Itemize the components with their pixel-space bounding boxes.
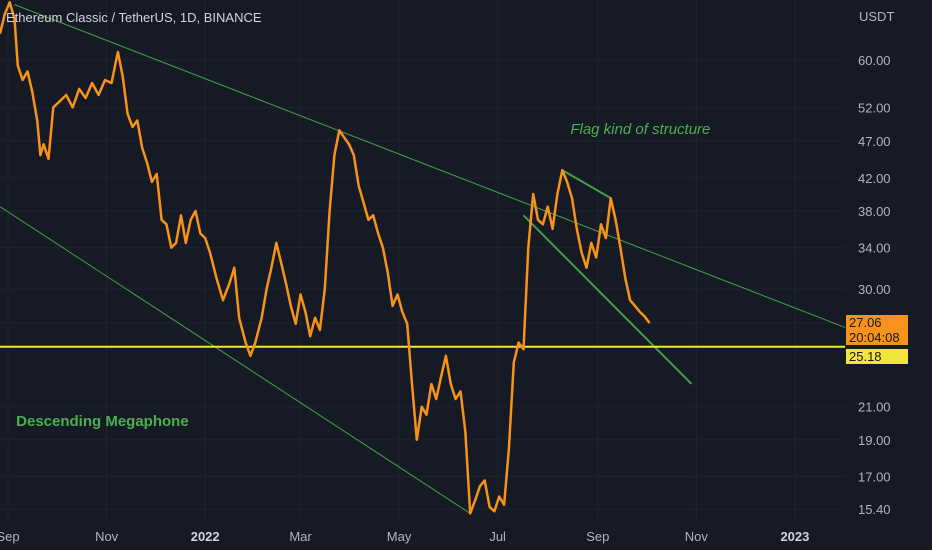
- y-tick-label: 17.00: [858, 469, 891, 484]
- y-tick-label: 38.00: [858, 204, 891, 219]
- x-tick-label: Nov: [685, 529, 709, 544]
- y-tick-label: 42.00: [858, 171, 891, 186]
- annotations: Flag kind of structure Descending Megapho…: [16, 121, 710, 430]
- price-series: [0, 1, 651, 515]
- flag-lower-line: [522, 214, 693, 385]
- flag-upper-line: [561, 169, 612, 200]
- y-tick-label: 60.00: [858, 53, 891, 68]
- annotation-text: Flag kind of structure: [570, 121, 710, 138]
- support-price-tag: 25.18: [846, 348, 908, 364]
- y-tick-label: 47.00: [858, 134, 891, 149]
- y-axis-unit: USDT: [859, 9, 894, 24]
- chart-title: Ethereum Classic / TetherUS, 1D, BINANCE: [6, 10, 262, 25]
- annotation-text: Descending Megaphone: [16, 413, 189, 430]
- trendlines: [0, 4, 846, 514]
- last-price-value: 27.06: [849, 315, 882, 331]
- y-tick-label: 15.40: [858, 502, 891, 517]
- x-tick-label: 2022: [191, 529, 220, 544]
- megaphone-upper-line: [14, 4, 846, 328]
- last-price-tag: 27.06 20:04:08: [846, 315, 908, 346]
- y-tick-label: 34.00: [858, 241, 891, 256]
- y-tick-label: 19.00: [858, 433, 891, 448]
- x-tick-label: Nov: [95, 529, 119, 544]
- x-tick-label: 2023: [780, 529, 809, 544]
- axes: Ethereum Classic / TetherUS, 1D, BINANCE…: [0, 9, 894, 544]
- x-tick-label: Mar: [289, 529, 312, 544]
- y-tick-label: 30.00: [858, 282, 891, 297]
- megaphone-lower-line: [0, 206, 471, 514]
- y-tick-label: 21.00: [858, 400, 891, 415]
- price-line: [0, 1, 651, 515]
- x-tick-label: Sep: [0, 529, 20, 544]
- y-tick-label: 52.00: [858, 100, 891, 115]
- grid: [0, 0, 845, 520]
- support-price-value: 25.18: [849, 348, 882, 364]
- x-tick-label: Sep: [586, 529, 609, 544]
- candle-countdown: 20:04:08: [849, 330, 900, 346]
- x-tick-label: Jul: [489, 529, 506, 544]
- x-tick-label: May: [387, 529, 412, 544]
